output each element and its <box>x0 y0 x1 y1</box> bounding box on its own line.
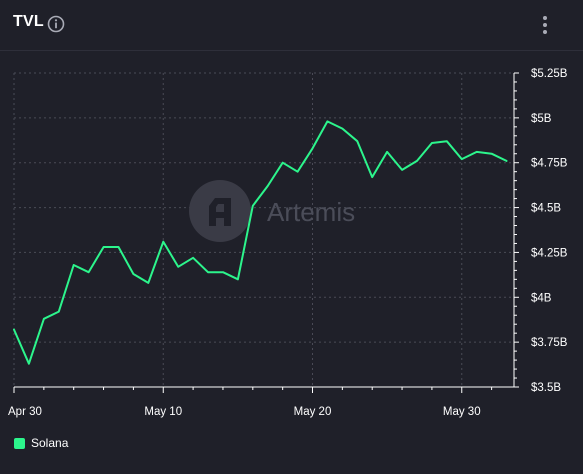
x-tick-label: May 10 <box>144 406 182 418</box>
chart-title: TVL <box>13 13 44 30</box>
y-tick-label: $4.25B <box>531 247 568 259</box>
x-tick-label: Apr 30 <box>8 406 42 418</box>
axes: $3.5B $3.75B $4B $4.25B $4.5B $4.75B $5B $5.25B… <box>8 68 568 418</box>
x-tick-label: May 30 <box>443 406 481 418</box>
y-tick-label: $5.25B <box>531 68 568 80</box>
tvl-chart: Artemis $3.5B$3.75B$4B$4.25B$4.5B$4.75B$… <box>8 68 568 418</box>
chart-header: TVL <box>0 0 583 51</box>
y-tick-label: $4.75B <box>531 158 568 170</box>
y-tick-label: $3.75B <box>531 337 568 349</box>
watermark: Artemis <box>189 180 355 242</box>
legend-label-solana: Solana <box>31 436 69 450</box>
legend-swatch-solana <box>14 437 25 449</box>
y-tick-label: $4.5B <box>531 203 561 215</box>
y-tick-label: $4B <box>531 292 552 304</box>
grid-lines <box>13 72 514 387</box>
watermark-text: Artemis <box>267 197 355 227</box>
artemis-logo-icon <box>189 180 251 242</box>
series-layer <box>13 120 508 365</box>
more-vertical-icon[interactable] <box>534 14 556 36</box>
series-line-solana <box>13 120 508 365</box>
y-tick-label: $3.5B <box>531 382 561 394</box>
x-tick-label: May 20 <box>294 406 332 418</box>
y-tick-label: $5B <box>531 113 552 125</box>
info-icon[interactable] <box>47 15 65 33</box>
legend[interactable]: Solana <box>14 436 68 450</box>
